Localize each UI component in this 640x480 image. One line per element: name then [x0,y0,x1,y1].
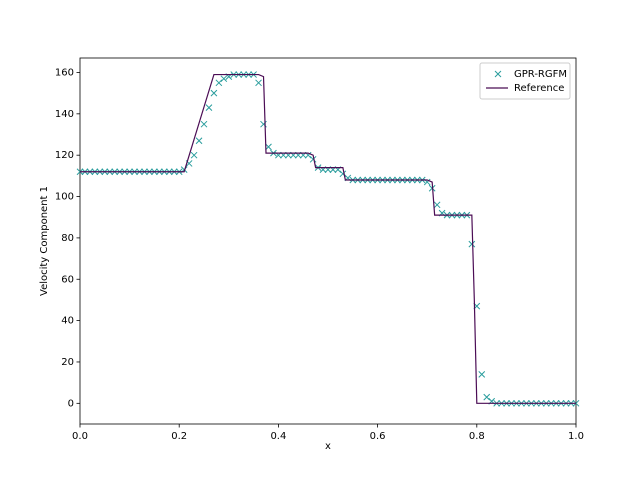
y-tick-label: 60 [61,274,74,285]
legend-box [479,62,571,100]
scatter-marker [478,371,486,378]
x-tick-label: 0.8 [469,431,485,442]
y-tick-label: 140 [55,109,74,120]
y-tick-label: 40 [61,316,74,327]
reference-line [80,73,576,404]
scatter-marker [309,155,317,163]
scatter-marker [468,240,476,248]
scatter-marker [265,143,272,151]
y-tick-label: 80 [61,233,74,244]
y-tick-label: 0 [68,398,74,409]
y-axis-label: Velocity Component 1 [39,186,50,296]
x-tick-label: 1.0 [568,431,584,442]
x-tick-label: 0.6 [370,431,386,442]
y-tick-label: 120 [55,150,74,161]
legend-label: GPR-RGFM [514,69,567,80]
y-tick-label: 100 [55,192,74,203]
x-tick-label: 0.4 [270,431,286,442]
legend-marker [494,70,502,78]
x-tick-label: 0.0 [72,431,88,442]
axes-frame [79,57,577,425]
scatter-marker [195,137,203,145]
scatter-marker [215,79,223,87]
legend-label: Reference [514,83,564,94]
scatter-marker [483,393,491,401]
scatter-marker [220,75,228,83]
x-tick-label: 0.2 [171,431,187,442]
x-axis-label: x [325,441,331,452]
y-tick-label: 160 [55,67,74,78]
scatter-marker [210,89,218,97]
scatter-marker [200,120,208,128]
y-tick-label: 20 [61,357,74,368]
scatter-marker [190,151,198,159]
scatter-marker [433,201,441,209]
scatter-marker [205,104,213,111]
scatter-marker [255,79,262,87]
